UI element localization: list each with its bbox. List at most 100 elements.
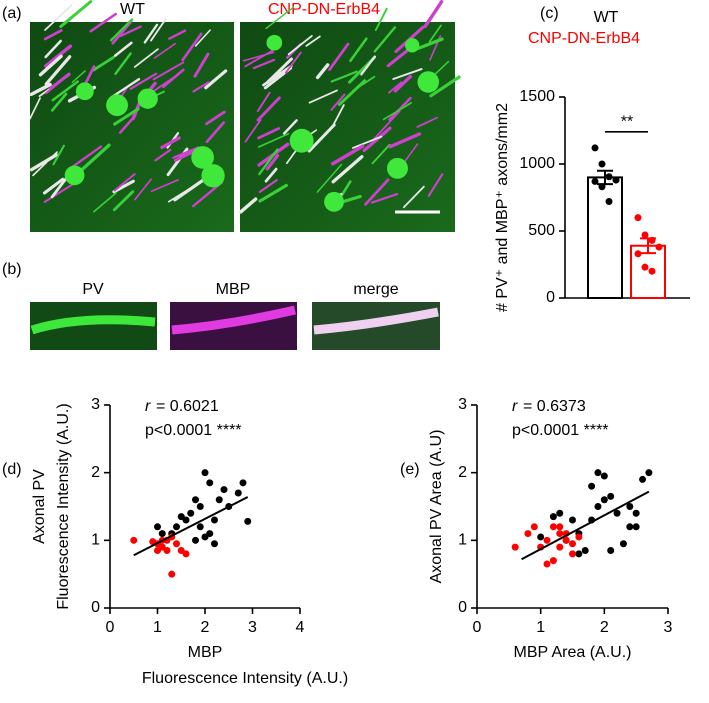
fit-line bbox=[133, 496, 249, 557]
fiber bbox=[287, 34, 313, 56]
data-point bbox=[182, 550, 190, 558]
cell bbox=[64, 165, 85, 186]
fiber bbox=[392, 68, 423, 80]
x-tick-label: 0 bbox=[473, 619, 482, 636]
fiber bbox=[331, 104, 345, 129]
panel-label: (d) bbox=[2, 461, 22, 478]
cell bbox=[201, 164, 225, 188]
y-axis-label: Axonal PV bbox=[31, 469, 48, 544]
y-axis-label: Axonal PV Area (A.U) bbox=[428, 430, 445, 584]
fiber bbox=[32, 151, 58, 177]
fiber bbox=[114, 52, 132, 75]
data-point bbox=[158, 530, 166, 538]
data-point bbox=[634, 250, 642, 258]
data-point bbox=[556, 523, 564, 531]
data-point bbox=[556, 543, 564, 551]
data-point bbox=[612, 176, 620, 184]
data-point bbox=[556, 530, 564, 538]
data-point bbox=[537, 533, 545, 541]
y-tick-label: 2 bbox=[458, 464, 467, 481]
data-point bbox=[158, 543, 166, 551]
data-point bbox=[215, 496, 223, 504]
fiber bbox=[89, 12, 117, 33]
data-point bbox=[173, 523, 180, 531]
fiber bbox=[256, 96, 281, 122]
fiber bbox=[152, 61, 185, 81]
data-point bbox=[168, 570, 176, 578]
fiber bbox=[160, 136, 181, 150]
fiber bbox=[29, 97, 41, 120]
panel-label: (c) bbox=[540, 5, 559, 22]
fiber bbox=[265, 57, 293, 84]
fiber bbox=[113, 41, 133, 58]
y-tick-label: 1500 bbox=[519, 88, 555, 105]
y-tick-label: 500 bbox=[528, 222, 555, 239]
fiber bbox=[364, 178, 390, 206]
data-point bbox=[196, 503, 204, 510]
fiber bbox=[282, 119, 298, 135]
fiber bbox=[257, 127, 281, 140]
fiber bbox=[29, 82, 52, 97]
data-point bbox=[594, 503, 602, 510]
data-point bbox=[632, 523, 640, 531]
fiber bbox=[370, 192, 399, 204]
p-value: p<0.0001 **** bbox=[145, 422, 242, 439]
fiber bbox=[113, 173, 136, 192]
fiber bbox=[265, 6, 295, 30]
fiber bbox=[49, 72, 71, 90]
fiber bbox=[258, 179, 278, 194]
x-axis-label: MBP bbox=[188, 644, 223, 661]
fiber bbox=[205, 110, 226, 126]
micrograph bbox=[30, 22, 234, 232]
axon bbox=[30, 315, 156, 335]
data-point bbox=[206, 479, 214, 487]
legend-entry: WT bbox=[594, 9, 619, 26]
cell bbox=[137, 88, 158, 109]
y-tick-label: 1 bbox=[458, 532, 467, 549]
fiber bbox=[38, 54, 63, 77]
data-point bbox=[613, 509, 621, 517]
fiber bbox=[428, 24, 442, 43]
r-symbol: r bbox=[512, 398, 518, 415]
data-point bbox=[187, 509, 195, 517]
fiber bbox=[168, 29, 187, 40]
y-axis-label: Fluorescence Intensity (A.U.) bbox=[55, 403, 72, 609]
fiber bbox=[133, 48, 159, 68]
data-point bbox=[192, 536, 199, 544]
data-point bbox=[588, 482, 596, 490]
data-point bbox=[206, 530, 214, 538]
fiber bbox=[44, 39, 62, 59]
data-point bbox=[648, 236, 656, 244]
fiber bbox=[257, 132, 290, 148]
data-point bbox=[626, 503, 634, 510]
data-point bbox=[549, 557, 557, 565]
channel-label: merge bbox=[353, 281, 398, 298]
fiber bbox=[393, 74, 413, 93]
y-tick-label: 0 bbox=[546, 289, 555, 306]
fiber bbox=[330, 70, 358, 83]
data-point bbox=[524, 530, 532, 538]
fiber bbox=[331, 155, 364, 184]
fiber bbox=[112, 190, 135, 212]
y-tick-label: 2 bbox=[91, 464, 100, 481]
data-point bbox=[605, 198, 613, 206]
cell bbox=[289, 128, 314, 153]
fiber bbox=[315, 63, 330, 80]
data-point bbox=[543, 560, 551, 568]
y-tick-label: 1000 bbox=[519, 155, 555, 172]
fiber bbox=[316, 163, 343, 193]
fiber bbox=[93, 192, 117, 213]
micrograph-texture bbox=[29, 0, 461, 214]
fiber bbox=[150, 18, 167, 42]
data-point bbox=[641, 231, 649, 239]
data-point bbox=[639, 475, 647, 483]
fiber bbox=[172, 146, 200, 159]
fiber bbox=[92, 56, 115, 72]
fiber bbox=[284, 51, 302, 74]
bar bbox=[587, 176, 623, 299]
x-tick-label: 3 bbox=[664, 619, 673, 636]
fiber bbox=[349, 37, 368, 63]
y-tick-label: 0 bbox=[91, 599, 100, 616]
